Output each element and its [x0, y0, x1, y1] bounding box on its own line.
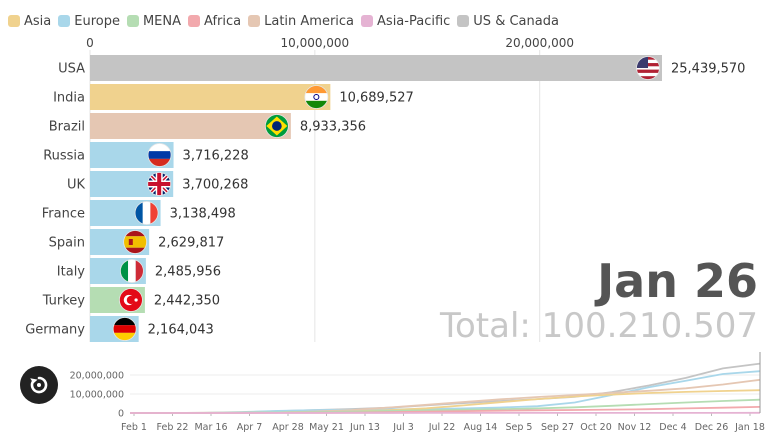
legend-item[interactable]: Asia-Pacific: [361, 14, 450, 29]
legend-label: Asia: [24, 13, 52, 29]
bar-chart: 0 10,000,000 20,000,000 USA 25,439,570 India 1…: [25, 36, 745, 342]
timeline-x-tick-label: Jan 18: [734, 422, 765, 433]
legend-swatch: [188, 15, 201, 27]
legend-item[interactable]: Latin America: [248, 14, 354, 29]
legend-label: Europe: [74, 13, 120, 29]
timeline-y-tick-label: 0: [118, 409, 124, 420]
bar: [90, 113, 291, 139]
legend-item[interactable]: Asia: [8, 14, 51, 29]
value-label: 2,629,817: [158, 236, 224, 251]
timeline-x-tick-label: Dec 26: [695, 422, 729, 433]
value-label: 2,442,350: [154, 294, 220, 309]
legend-item[interactable]: Africa: [188, 14, 241, 29]
timeline-x-tick-label: Jul 3: [392, 422, 414, 433]
timeline-x-tick-label: Mar 16: [194, 422, 227, 433]
france-flag-icon: [134, 201, 159, 225]
category-label: Russia: [43, 149, 85, 164]
timeline-x-tick-label: Aug 14: [464, 422, 498, 433]
x-tick-label: 10,000,000: [280, 36, 349, 50]
legend-swatch: [8, 15, 20, 27]
legend-label: Africa: [204, 13, 242, 29]
legend-label: Latin America: [264, 13, 355, 29]
category-label: UK: [67, 178, 86, 193]
total-label: Total: 100.210.507: [440, 306, 758, 346]
timeline-y-tick-label: 10,000,000: [70, 390, 124, 401]
replay-icon: [30, 376, 48, 394]
turkey-flag-icon: [119, 288, 143, 312]
value-label: 2,485,956: [155, 265, 221, 280]
brazil-flag-icon: [264, 114, 289, 138]
india-flag-icon: [304, 85, 329, 109]
spain-flag-icon: [123, 230, 148, 254]
usa-flag-icon: [636, 56, 660, 80]
replay-button[interactable]: [20, 366, 58, 404]
legend-swatch: [248, 15, 261, 27]
value-label: 3,138,498: [170, 207, 236, 222]
category-label: USA: [58, 62, 85, 77]
category-label: Italy: [57, 265, 86, 280]
value-label: 25,439,570: [671, 62, 745, 77]
legend-item[interactable]: US & Canada: [457, 14, 559, 29]
timeline-x-tick-label: Oct 20: [580, 422, 612, 433]
timeline-chart: 0 10,000,000 20,000,000 Feb 1 Feb 22 Mar 16 Ap…: [70, 352, 765, 433]
value-label: 3,716,228: [183, 149, 249, 164]
timeline-x-tick-label: Feb 1: [121, 422, 147, 433]
category-label: Spain: [49, 236, 85, 251]
germany-flag-icon: [112, 317, 137, 341]
timeline-x-tick-label: May 21: [309, 422, 344, 433]
legend-swatch: [361, 15, 374, 27]
legend-swatch: [58, 15, 71, 27]
timeline-x-tick-label: Dec 4: [659, 422, 686, 433]
value-label: 2,164,043: [148, 323, 214, 338]
category-label: India: [53, 91, 85, 106]
timeline-x-tick-label: Apr 28: [272, 422, 304, 433]
legend: Asia Europe MENA Africa Latin America Asia-Pa…: [8, 10, 566, 32]
timeline-series-line: [130, 362, 761, 414]
category-label: Turkey: [42, 294, 86, 309]
value-label: 3,700,268: [182, 178, 248, 193]
timeline-x-tick-label: Apr 7: [237, 422, 263, 433]
legend-swatch: [126, 15, 139, 27]
legend-label: Asia-Pacific: [377, 13, 451, 29]
timeline-x-tick-label: Feb 22: [157, 422, 189, 433]
timeline-y-tick-label: 20,000,000: [70, 371, 124, 382]
category-label: Brazil: [49, 120, 85, 135]
bar: [90, 55, 662, 81]
russia-flag-icon: [147, 143, 172, 167]
timeline-x-tick-label: Sep 27: [541, 422, 574, 433]
timeline-x-tick-label: Nov 12: [618, 422, 652, 433]
x-tick-label: 20,000,000: [505, 36, 574, 50]
value-label: 10,689,527: [339, 91, 413, 106]
category-label: France: [42, 207, 85, 222]
bar: [90, 84, 331, 110]
category-label: Germany: [25, 323, 85, 338]
legend-item[interactable]: MENA: [126, 13, 182, 29]
timeline-x-tick-label: Sep 5: [506, 422, 533, 433]
legend-swatch: [457, 15, 470, 27]
timeline-x-tick-label: Jun 13: [349, 422, 380, 433]
legend-item[interactable]: Europe: [58, 14, 120, 29]
x-tick-label: 0: [86, 36, 94, 50]
legend-label: US & Canada: [473, 13, 559, 29]
date-label: Jan 26: [597, 254, 758, 308]
italy-flag-icon: [119, 259, 144, 283]
uk-flag-icon: [147, 172, 172, 196]
value-label: 8,933,356: [300, 120, 366, 135]
legend-label: MENA: [142, 13, 182, 29]
timeline-x-tick-label: Jul 22: [428, 422, 456, 433]
